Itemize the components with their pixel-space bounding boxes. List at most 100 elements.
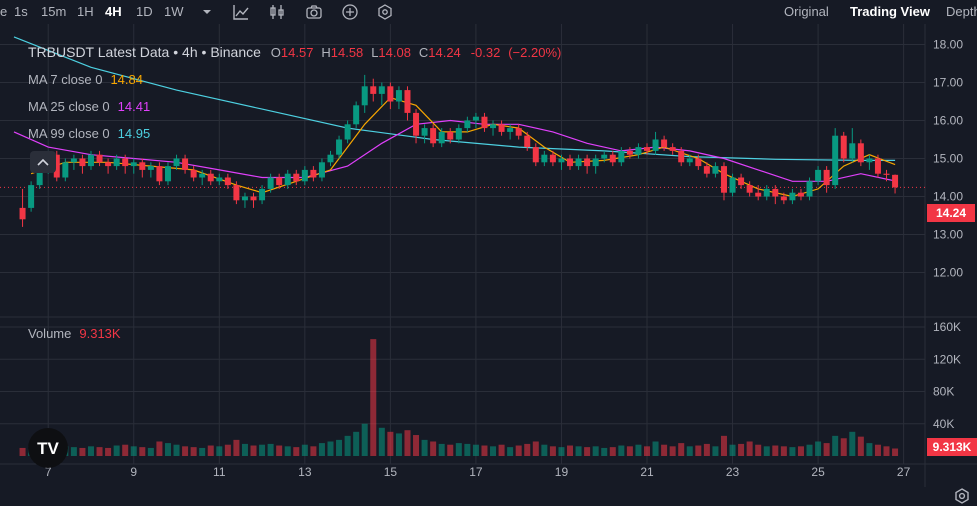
- volume-bar: [259, 444, 266, 456]
- last-volume-badge: 9.313K: [927, 438, 977, 456]
- ma99-label: MA 99 close 0: [28, 126, 110, 141]
- ma99-legend[interactable]: MA 99 close 0 14.95: [28, 126, 150, 142]
- tv-logo-icon[interactable]: TV: [28, 428, 68, 468]
- volume-bar: [156, 441, 163, 456]
- candle-body: [532, 147, 539, 163]
- candle-body: [455, 128, 462, 140]
- camera-icon[interactable]: [305, 3, 323, 21]
- volume-bar: [378, 427, 385, 456]
- candle-body: [686, 158, 693, 163]
- volume-bar: [746, 441, 753, 456]
- volume-bar: [413, 435, 420, 456]
- volume-bar: [498, 444, 505, 456]
- volume-bar: [464, 443, 471, 456]
- chart-toolbar: e 1s 15m 1H 4H 1D 1W Original Trading Vi…: [0, 0, 977, 24]
- candle-body: [575, 158, 582, 167]
- candle-body: [207, 173, 214, 182]
- volume-bar: [113, 445, 120, 456]
- collapse-legend-button[interactable]: [30, 151, 56, 173]
- volume-bar: [584, 447, 591, 456]
- view-original[interactable]: Original: [784, 4, 829, 19]
- volume-bar: [96, 447, 103, 456]
- interval-4h[interactable]: 4H: [105, 4, 122, 19]
- volume-bar: [840, 438, 847, 456]
- candle-body: [558, 158, 565, 163]
- view-depth[interactable]: Depth: [946, 4, 977, 19]
- volume-bar: [190, 447, 197, 456]
- chevron-down-icon[interactable]: [198, 3, 216, 21]
- ma99-line: [13, 36, 896, 161]
- volume-bar: [455, 443, 462, 456]
- volume-bar: [789, 447, 796, 456]
- candle-body: [438, 131, 445, 144]
- candle-body: [720, 166, 727, 193]
- candle-body: [763, 188, 770, 197]
- interval-1d[interactable]: 1D: [136, 4, 153, 19]
- volume-bar: [669, 446, 676, 456]
- interval-1h[interactable]: 1H: [77, 4, 94, 19]
- candle-body: [62, 162, 69, 178]
- volume-bar: [430, 441, 437, 456]
- candle-body: [797, 192, 804, 197]
- volume-bar: [310, 446, 317, 456]
- volume-value: 9.313K: [79, 326, 121, 341]
- price-axis-label: 17.00: [933, 76, 963, 90]
- ma7-legend[interactable]: MA 7 close 0 14.84: [28, 72, 143, 88]
- plus-icon[interactable]: [341, 3, 359, 21]
- volume-bar: [327, 441, 334, 456]
- volume-bar: [686, 446, 693, 456]
- volume-bar: [250, 445, 257, 456]
- candle-body: [866, 158, 873, 163]
- time-axis-label: 15: [384, 465, 398, 479]
- volume-bar: [438, 443, 445, 456]
- volume-bar: [515, 445, 522, 456]
- candle-body: [464, 120, 471, 129]
- candle-body: [156, 166, 163, 182]
- candle-body: [669, 147, 676, 151]
- chart-area[interactable]: 18.00 17.00 16.00 15.00 14.00 13.00 12.00 160K 1…: [0, 24, 977, 504]
- candle-body: [780, 196, 787, 201]
- volume-bar: [815, 441, 822, 456]
- candle-body: [404, 90, 411, 113]
- volume-bar: [626, 446, 633, 456]
- volume-bar: [421, 439, 428, 456]
- candle-body: [267, 177, 274, 189]
- interval-1w[interactable]: 1W: [164, 4, 184, 19]
- candle-body: [241, 196, 248, 201]
- volume-axis-label: 40K: [933, 417, 954, 431]
- interval-15m[interactable]: 15m: [41, 4, 67, 19]
- time-axis-label: 17: [469, 465, 483, 479]
- interval-partial-item[interactable]: e: [0, 4, 8, 19]
- volume-bar: [609, 447, 616, 456]
- volume-bar: [370, 339, 377, 456]
- gear-icon[interactable]: [952, 486, 972, 506]
- time-axis-label: 13: [298, 465, 312, 479]
- volume-bar: [849, 431, 856, 456]
- candle-body: [413, 112, 420, 136]
- candle-body: [378, 86, 385, 94]
- price-axis-label: 15.00: [933, 152, 963, 166]
- view-trading-view[interactable]: Trading View: [850, 4, 930, 19]
- volume-bar: [695, 445, 702, 456]
- price-chart-svg[interactable]: 18.00 17.00 16.00 15.00 14.00 13.00 12.00 160K 1…: [0, 24, 977, 487]
- settings-hex-icon[interactable]: [376, 3, 394, 21]
- candle-body: [105, 162, 112, 167]
- candle-body: [421, 128, 428, 136]
- volume-bar: [130, 446, 137, 456]
- volume-bar: [532, 441, 539, 456]
- interval-1s[interactable]: 1s: [14, 4, 28, 19]
- indicators-icon[interactable]: [232, 3, 250, 21]
- ma7-line: [30, 97, 896, 198]
- time-axis-label: 25: [811, 465, 825, 479]
- candles-icon[interactable]: [268, 3, 286, 21]
- candle-body: [695, 158, 702, 167]
- ma25-legend[interactable]: MA 25 close 0 14.41: [28, 99, 150, 115]
- volume-bar: [823, 443, 830, 456]
- candle-body: [823, 169, 830, 186]
- candle-body: [635, 147, 642, 155]
- volume-bar: [883, 446, 890, 456]
- candle-body: [832, 135, 839, 186]
- candle-body: [729, 177, 736, 193]
- candle-body: [387, 86, 394, 102]
- volume-bar: [558, 447, 565, 456]
